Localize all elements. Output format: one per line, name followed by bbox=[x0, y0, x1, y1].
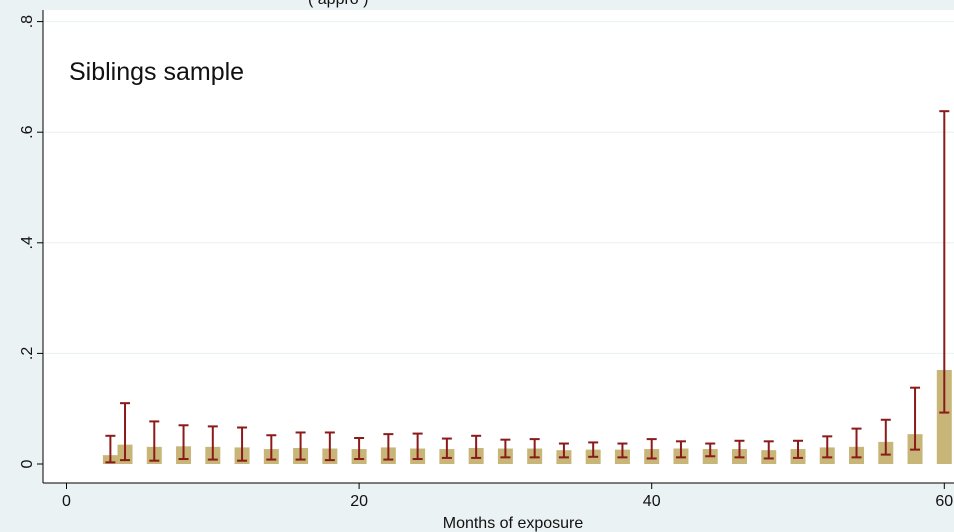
error-bar-24 bbox=[793, 439, 803, 459]
error-bar-25 bbox=[822, 435, 833, 459]
bar-29 bbox=[936, 369, 952, 464]
error-bar-8 bbox=[324, 431, 335, 462]
error-bar-15 bbox=[529, 438, 540, 459]
error-bar-21 bbox=[705, 442, 716, 458]
y-tick-label-0: 0 bbox=[19, 459, 36, 468]
error-bar-19 bbox=[646, 438, 657, 460]
error-bar-6 bbox=[266, 434, 277, 461]
error-bar-2 bbox=[149, 420, 160, 462]
error-bar-5 bbox=[237, 426, 248, 462]
error-bar-13 bbox=[471, 434, 482, 459]
error-bars bbox=[105, 110, 950, 464]
error-bar-0 bbox=[105, 434, 116, 464]
error-bar-20 bbox=[675, 440, 686, 459]
error-bar-14 bbox=[500, 438, 511, 459]
x-tick-label-2: 40 bbox=[643, 493, 661, 510]
error-bar-9 bbox=[354, 437, 365, 461]
error-bar-29 bbox=[939, 110, 950, 414]
error-bar-22 bbox=[734, 439, 745, 459]
error-bar-3 bbox=[178, 424, 189, 461]
error-bar-17 bbox=[588, 441, 599, 458]
sample-annotation: Siblings sample bbox=[69, 58, 244, 86]
error-bar-28 bbox=[910, 386, 921, 451]
error-bar-18 bbox=[617, 442, 628, 459]
error-bar-27 bbox=[880, 418, 891, 456]
y-axis-ticks: 0 .2 .4 .6 .8 bbox=[19, 15, 43, 468]
x-tick-label-3: 60 bbox=[935, 493, 953, 510]
error-bar-11 bbox=[412, 432, 423, 461]
error-bar-23 bbox=[763, 440, 774, 460]
gridlines bbox=[43, 21, 954, 354]
error-bar-4 bbox=[207, 425, 218, 461]
error-bar-12 bbox=[441, 437, 452, 459]
y-tick-label-2: .4 bbox=[19, 236, 36, 249]
y-tick-label-3: .6 bbox=[19, 125, 36, 138]
error-bar-10 bbox=[383, 433, 394, 461]
x-axis-title: Months of exposure bbox=[443, 515, 584, 532]
error-bar-16 bbox=[558, 442, 569, 459]
error-bar-26 bbox=[851, 427, 862, 459]
x-tick-label-0: 0 bbox=[62, 493, 71, 510]
x-axis-ticks: 0 20 40 60 bbox=[62, 483, 953, 510]
error-bar-7 bbox=[295, 431, 306, 461]
y-tick-label-1: .2 bbox=[19, 347, 36, 360]
top-caption: ( appro ) bbox=[308, 0, 368, 8]
plot-area bbox=[43, 10, 954, 483]
error-bar-1 bbox=[120, 402, 131, 462]
y-tick-label-4: .8 bbox=[19, 15, 36, 28]
x-tick-label-1: 20 bbox=[350, 493, 368, 510]
